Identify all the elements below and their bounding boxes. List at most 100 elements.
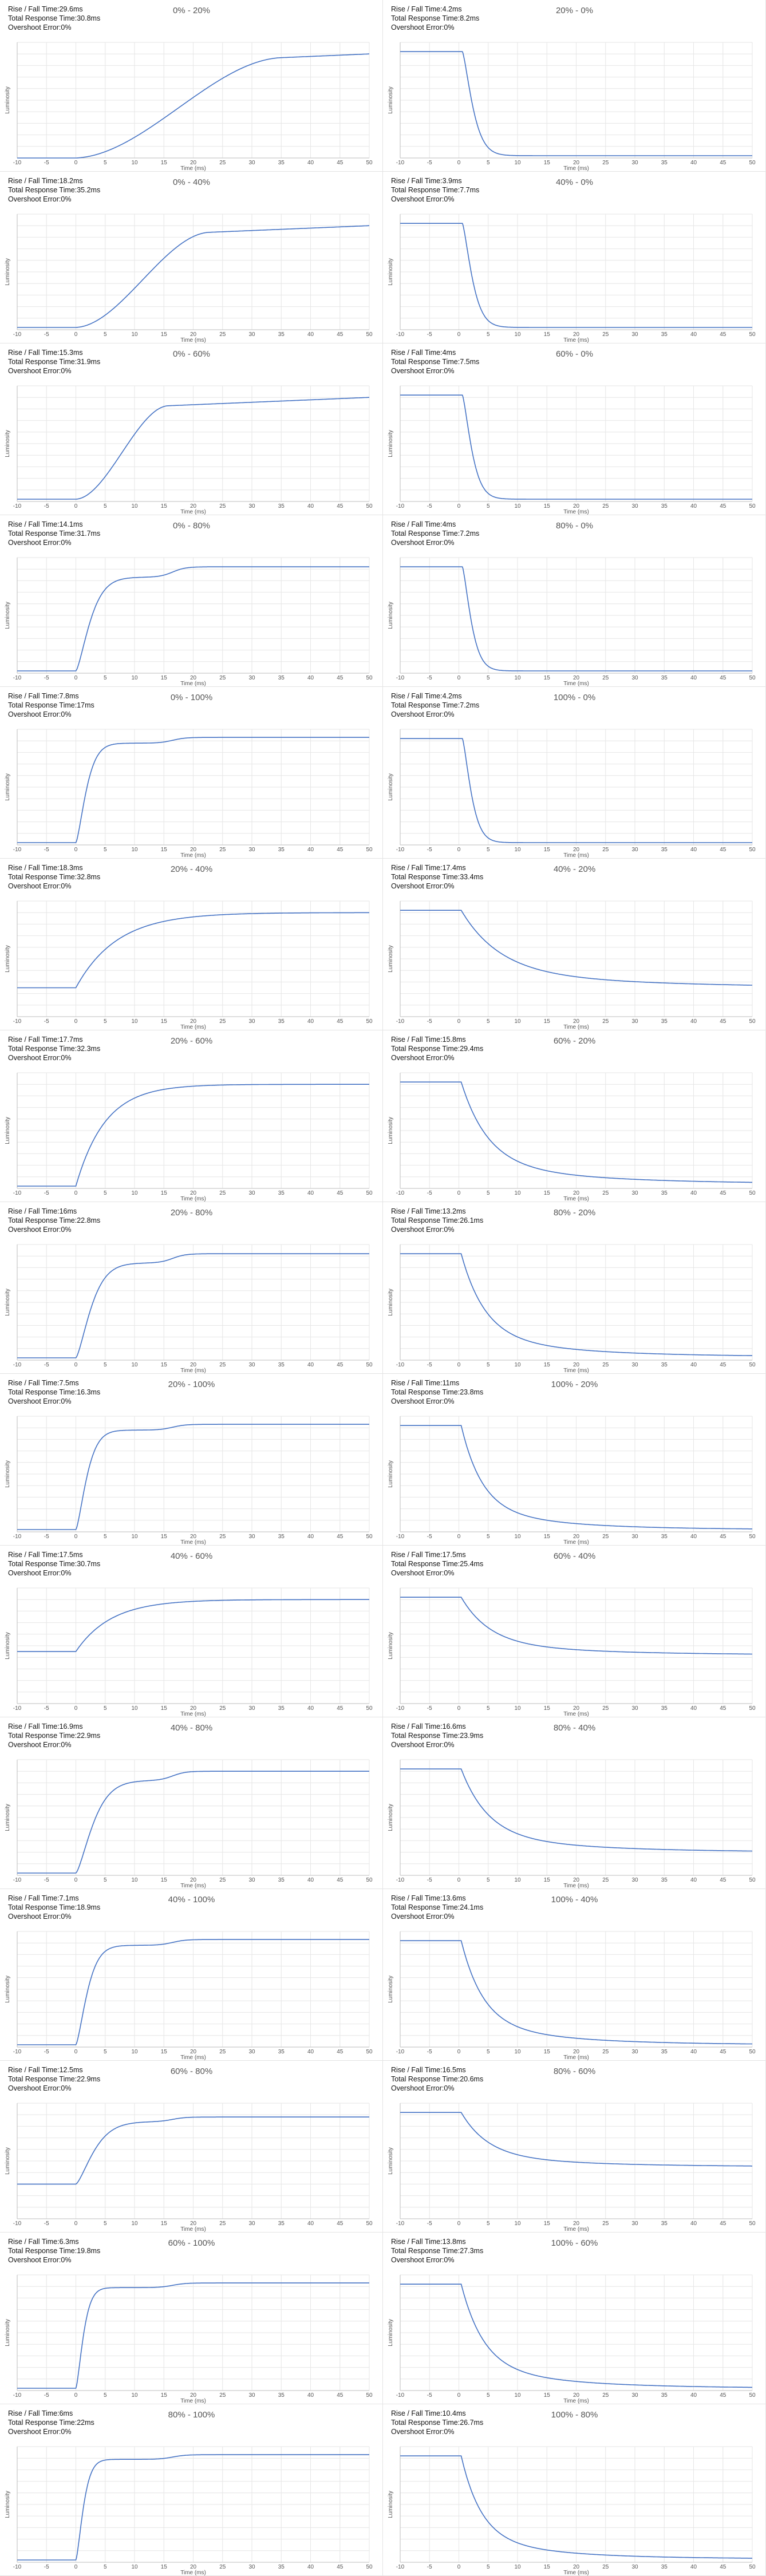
total-response-time-label: Total Response Time: [391, 186, 460, 194]
total-response-time-value: 8.2ms [460, 14, 480, 22]
luminosity-line [400, 2283, 752, 2388]
rise-fall-time-label: Rise / Fall Time: [391, 349, 443, 357]
stats-block: Rise / Fall Time:4.2ms Total Response Tim… [391, 5, 479, 32]
x-tick-label: 50 [366, 331, 373, 338]
luminosity-line [400, 1940, 753, 2045]
overshoot-error: Overshoot Error:0% [8, 1740, 100, 1749]
x-tick-label: 30 [248, 2221, 255, 2227]
x-tick-label: 20 [573, 160, 580, 166]
x-tick-label: -5 [427, 2049, 432, 2055]
x-tick-label: -5 [427, 2221, 432, 2227]
chart-panel: Rise / Fall Time:14.1ms Total Response Ti… [0, 515, 383, 687]
x-tick-label: 30 [631, 1362, 638, 1368]
y-axis-label: Luminosity [5, 773, 11, 801]
x-tick-label: 5 [104, 1534, 107, 1540]
total-response-time: Total Response Time:30.8ms [8, 14, 100, 23]
x-tick-label: 45 [720, 1534, 726, 1540]
total-response-time-value: 32.8ms [77, 873, 101, 881]
x-tick-label: 30 [631, 160, 638, 166]
overshoot-error: Overshoot Error:0% [391, 710, 479, 719]
x-tick-label: 10 [131, 2392, 138, 2399]
total-response-time-value: 30.8ms [77, 14, 101, 22]
y-axis-label: Luminosity [5, 602, 11, 629]
overshoot-error: Overshoot Error:0% [8, 2427, 94, 2436]
x-tick-label: -5 [44, 2049, 49, 2055]
rise-fall-time-value: 11ms [442, 1379, 460, 1387]
x-tick-label: 15 [544, 2221, 551, 2227]
x-tick-label: 5 [487, 1705, 490, 1712]
x-tick-label: -5 [44, 160, 49, 166]
x-tick-label: 25 [219, 503, 226, 509]
y-axis-label: Luminosity [5, 1117, 11, 1144]
y-axis-label: Luminosity [5, 1632, 11, 1660]
y-axis-label: Luminosity [388, 945, 394, 973]
stats-block: Rise / Fall Time:12.5ms Total Response Ti… [8, 2065, 100, 2093]
x-tick-label: 40 [307, 2392, 314, 2399]
total-response-time: Total Response Time:31.9ms [8, 357, 100, 366]
x-tick-label: 5 [487, 1534, 490, 1540]
overshoot-error-value: 0% [61, 710, 72, 718]
total-response-time-label: Total Response Time: [391, 1732, 460, 1740]
x-tick-label: 5 [104, 1190, 107, 1196]
x-tick-label: 45 [337, 1705, 343, 1712]
total-response-time: Total Response Time:30.7ms [8, 1559, 100, 1568]
x-tick-label: 35 [661, 1705, 668, 1712]
overshoot-error: Overshoot Error:0% [391, 1225, 483, 1234]
x-tick-label: 40 [690, 1190, 697, 1196]
stats-block: Rise / Fall Time:7.8ms Total Response Tim… [8, 692, 94, 719]
x-axis-label: Time (ms) [563, 1196, 589, 1202]
x-tick-label: -5 [427, 160, 432, 166]
plot-area: -10 -5 0 5 10 15 20 25 30 35 40 45 50 Time (ms) Lumino… [388, 729, 756, 858]
x-tick-label: 10 [514, 2392, 521, 2399]
luminosity-line [17, 1424, 369, 1530]
x-tick-label: 0 [74, 2564, 78, 2570]
rise-fall-time-label: Rise / Fall Time: [8, 1722, 60, 1730]
total-response-time: Total Response Time:16.3ms [8, 1388, 100, 1397]
x-tick-label: 20 [573, 847, 580, 853]
x-tick-label: 20 [190, 1362, 197, 1368]
x-tick-label: 5 [487, 1018, 490, 1025]
x-tick-label: 45 [720, 847, 726, 853]
chart-panel: Rise / Fall Time:4.2ms Total Response Tim… [383, 0, 766, 172]
x-tick-label: 45 [720, 331, 726, 338]
plot-area: -10 -5 0 5 10 15 20 25 30 35 40 45 50 Time (ms) Lumino… [388, 385, 756, 515]
rise-fall-time: Rise / Fall Time:7.5ms [8, 1378, 100, 1388]
overshoot-error-label: Overshoot Error: [391, 1397, 444, 1405]
luminosity-line [17, 2116, 369, 2185]
plot-area: -10 -5 0 5 10 15 20 25 30 35 40 45 50 Time (ms) Lumino… [5, 1244, 373, 1373]
luminosity-line [17, 1253, 369, 1358]
x-tick-label: 15 [161, 1877, 168, 1883]
x-tick-label: 45 [337, 1362, 343, 1368]
x-tick-label: 35 [278, 1018, 285, 1025]
x-tick-label: 25 [602, 847, 609, 853]
x-tick-label: 0 [74, 1018, 78, 1025]
x-tick-label: 0 [457, 1362, 461, 1368]
total-response-time: Total Response Time:19.8ms [8, 2246, 100, 2255]
x-tick-label: 0 [74, 1705, 78, 1712]
x-tick-label: 45 [337, 331, 343, 338]
x-tick-label: -5 [44, 2564, 49, 2570]
x-tick-label: -5 [44, 1534, 49, 1540]
plot-area: -10 -5 0 5 10 15 20 25 30 35 40 45 50 Time (ms) Lumino… [388, 1587, 756, 1717]
plot-area: -10 -5 0 5 10 15 20 25 30 35 40 45 50 Time (ms) Lumino… [388, 2446, 756, 2575]
overshoot-error-value: 0% [444, 882, 455, 890]
stats-block: Rise / Fall Time:15.8ms Total Response Ti… [391, 1035, 483, 1062]
rise-fall-time: Rise / Fall Time:17.5ms [8, 1550, 100, 1559]
total-response-time-label: Total Response Time: [8, 1732, 77, 1740]
overshoot-error: Overshoot Error:0% [391, 366, 479, 376]
y-axis-label: Luminosity [388, 430, 394, 457]
x-tick-label: 15 [161, 1362, 168, 1368]
x-tick-label: 20 [190, 675, 197, 681]
x-tick-label: 0 [74, 2221, 78, 2227]
total-response-time-value: 19.8ms [77, 2247, 101, 2255]
x-tick-label: 35 [278, 1705, 285, 1712]
x-tick-label: 45 [337, 1018, 343, 1025]
rise-fall-time: Rise / Fall Time:17.7ms [8, 1035, 100, 1044]
x-tick-label: -5 [427, 847, 432, 853]
overshoot-error-label: Overshoot Error: [391, 367, 444, 375]
x-tick-label: 40 [307, 1362, 314, 1368]
x-tick-label: 35 [661, 1534, 668, 1540]
x-tick-label: 40 [307, 1018, 314, 1025]
luminosity-line [400, 394, 752, 500]
x-tick-label: 40 [307, 847, 314, 853]
